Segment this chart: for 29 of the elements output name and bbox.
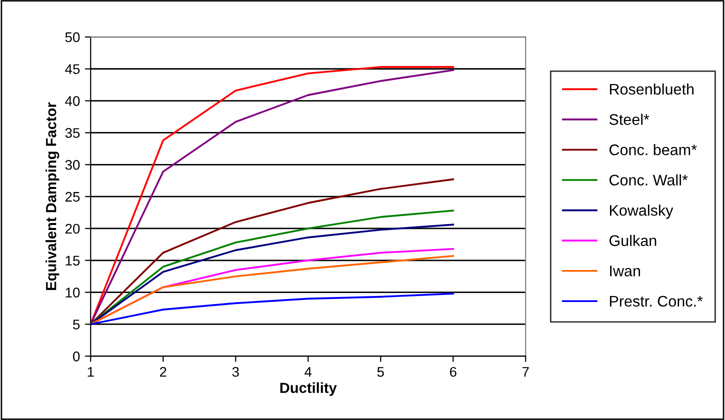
legend-label: Iwan	[610, 266, 640, 276]
x-tick-label: 6	[450, 366, 456, 377]
legend-label: Gulkan	[609, 234, 656, 246]
x-tick-label: 7	[522, 367, 529, 377]
legend-label: Steel*	[609, 114, 650, 125]
x-tick-label: 4	[304, 367, 312, 377]
legend-label: Conc. Wall*	[609, 174, 688, 186]
y-tick-label: 30	[65, 160, 80, 170]
y-tick-label: 50	[65, 32, 80, 42]
x-tick-label: 5	[377, 367, 384, 377]
y-tick-label: 35	[65, 128, 80, 138]
y-tick-label: 20	[65, 224, 80, 234]
x-tick-label: 1	[88, 367, 94, 377]
x-tick-label: 2	[160, 366, 166, 377]
legend-label: Prestr. Conc.*	[610, 296, 703, 307]
legend-label: Rosenblueth	[610, 83, 694, 95]
y-tick-label: 45	[65, 64, 80, 74]
x-axis-title: Ductility	[280, 382, 337, 396]
y-tick-label: 25	[65, 192, 80, 202]
y-tick-label: 40	[65, 96, 80, 106]
y-tick-label: 0	[73, 351, 80, 362]
y-tick-label: 5	[73, 320, 80, 330]
y-tick-label: 15	[66, 256, 80, 266]
y-axis-title: Equivalent Damping Factor	[46, 102, 60, 290]
legend-label: Conc. beam*	[609, 144, 697, 156]
y-tick-label: 10	[66, 288, 80, 298]
line-series	[90, 292, 454, 326]
legend-label: Kowalsky	[610, 204, 674, 219]
x-tick-label: 3	[232, 366, 239, 377]
